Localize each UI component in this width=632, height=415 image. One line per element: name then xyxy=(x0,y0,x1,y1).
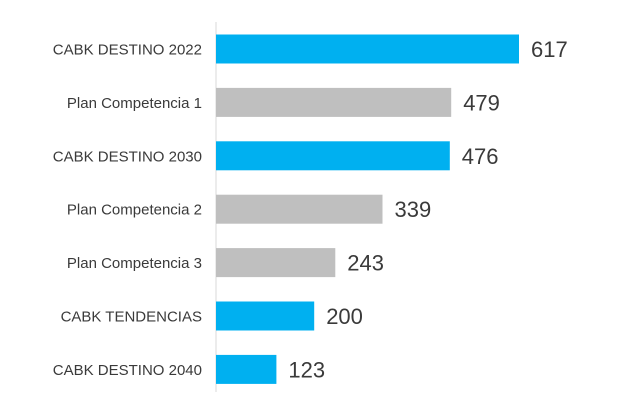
category-label: CABK DESTINO 2040 xyxy=(53,362,202,379)
category-label: Plan Competencia 3 xyxy=(67,255,202,272)
value-label: 339 xyxy=(395,197,432,222)
category-label: CABK DESTINO 2030 xyxy=(53,148,202,165)
bar xyxy=(216,301,315,331)
value-label: 476 xyxy=(462,144,499,169)
category-label: Plan Competencia 2 xyxy=(67,202,202,219)
bar xyxy=(216,34,519,64)
category-label: CABK TENDENCIAS xyxy=(61,309,202,326)
bar xyxy=(216,354,277,384)
bar xyxy=(216,248,336,278)
chart-marks: CABK DESTINO 2022 617 Plan Competencia 1 47… xyxy=(53,34,568,384)
value-label: 479 xyxy=(463,90,500,115)
bar xyxy=(216,194,383,224)
category-label: CABK DESTINO 2022 xyxy=(53,42,202,59)
value-label: 200 xyxy=(326,304,363,329)
category-label: Plan Competencia 1 xyxy=(67,95,202,112)
bar xyxy=(216,87,452,117)
value-label: 123 xyxy=(288,357,325,382)
bar xyxy=(216,141,450,171)
value-label: 243 xyxy=(347,251,384,276)
value-label: 617 xyxy=(531,37,568,62)
